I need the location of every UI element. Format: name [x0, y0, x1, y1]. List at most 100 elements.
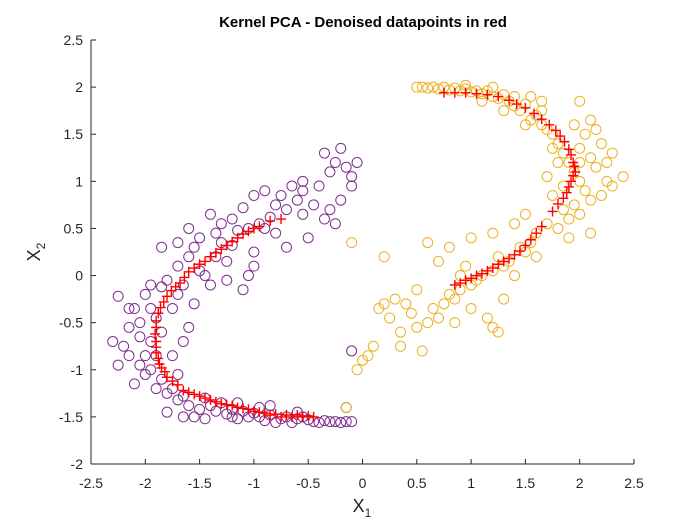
circle-marker [519, 208, 531, 220]
y-tick-label: -2 [71, 456, 84, 472]
circle-marker [395, 326, 407, 338]
circle-marker [329, 218, 341, 230]
plus-marker [482, 89, 493, 100]
circle-marker [177, 279, 189, 291]
circle-marker [166, 303, 178, 315]
circle-marker [563, 232, 575, 244]
circle-marker [194, 403, 206, 415]
plus-marker [270, 409, 281, 420]
circle-marker [351, 156, 363, 168]
circle-marker [280, 241, 292, 253]
plus-marker [265, 215, 276, 226]
circle-marker [166, 350, 178, 362]
circle-marker [498, 293, 510, 305]
plus-marker [221, 240, 232, 251]
circle-marker [280, 204, 292, 216]
plus-marker [504, 95, 515, 106]
circle-marker [226, 411, 238, 423]
plus-marker [466, 273, 477, 284]
x-tick-label: 2 [576, 475, 584, 491]
circle-marker [204, 208, 216, 220]
circle-marker [536, 95, 548, 107]
circle-marker [221, 255, 233, 267]
plus-marker [200, 256, 211, 267]
circle-marker [346, 416, 358, 428]
circle-marker [449, 317, 461, 329]
plot-background [91, 40, 634, 464]
plus-marker [561, 187, 572, 198]
circle-marker [248, 189, 260, 201]
x-tick-label: -0.5 [296, 475, 320, 491]
circle-marker [145, 279, 157, 291]
circle-marker [487, 321, 499, 333]
plus-marker [455, 278, 466, 289]
circle-marker [416, 81, 428, 93]
circle-marker [574, 142, 586, 154]
plus-marker [487, 263, 498, 274]
plus-marker [460, 87, 471, 98]
circle-marker [427, 303, 439, 315]
circle-marker [150, 383, 162, 395]
plus-marker [248, 406, 259, 417]
plus-marker [276, 214, 287, 225]
plus-marker [167, 376, 178, 387]
circle-marker [112, 359, 124, 371]
circle-marker [172, 260, 184, 272]
circle-marker [585, 194, 597, 206]
circle-marker [183, 321, 195, 333]
circle-marker [487, 227, 499, 239]
circle-marker [519, 119, 531, 131]
plus-marker [529, 108, 540, 119]
circle-marker [590, 124, 602, 136]
plus-marker [498, 256, 509, 267]
circle-marker [547, 189, 559, 201]
plus-marker [238, 403, 249, 414]
circle-marker [161, 274, 173, 286]
plus-marker [216, 244, 227, 255]
circle-marker [172, 394, 184, 406]
circle-marker [324, 416, 336, 428]
circle-marker [552, 222, 564, 234]
circle-marker [248, 246, 260, 258]
plus-marker [210, 396, 221, 407]
circle-marker [590, 161, 602, 173]
plus-marker [493, 91, 504, 102]
circle-marker [530, 251, 542, 263]
circle-marker [595, 189, 607, 201]
x-tick-label: 2.5 [624, 475, 644, 491]
circle-marker [443, 241, 455, 253]
circle-marker [416, 345, 428, 357]
x-tick-label: -2 [139, 475, 152, 491]
plus-marker [536, 221, 547, 232]
chart-title: Kernel PCA - Denoised datapoints in red [219, 14, 507, 31]
circle-marker [302, 232, 314, 244]
circle-marker [585, 227, 597, 239]
plus-marker [154, 359, 165, 370]
plus-marker [525, 234, 536, 245]
circle-marker [395, 340, 407, 352]
circle-marker [547, 128, 559, 140]
circle-marker [525, 91, 537, 103]
plus-marker [292, 410, 303, 421]
circle-marker [357, 354, 368, 366]
x-tick-label: -2.5 [79, 475, 103, 491]
circle-marker [318, 415, 330, 427]
plus-marker [471, 270, 482, 281]
plus-marker [520, 102, 531, 113]
plus-marker [162, 372, 173, 383]
circle-marker [465, 303, 477, 315]
circle-marker [313, 417, 325, 429]
plus-marker [259, 408, 270, 419]
circle-marker [595, 138, 607, 150]
x-tick-label: 0 [359, 475, 367, 491]
plot-area [91, 40, 634, 464]
plus-marker [281, 410, 292, 421]
plus-marker [238, 229, 249, 240]
plus-marker [570, 166, 581, 177]
plus-marker [150, 328, 161, 339]
circle-marker [259, 185, 271, 197]
circle-marker [335, 142, 347, 154]
y-tick-label: 2.5 [64, 32, 84, 48]
circle-marker [346, 171, 358, 183]
plus-marker [221, 399, 232, 410]
